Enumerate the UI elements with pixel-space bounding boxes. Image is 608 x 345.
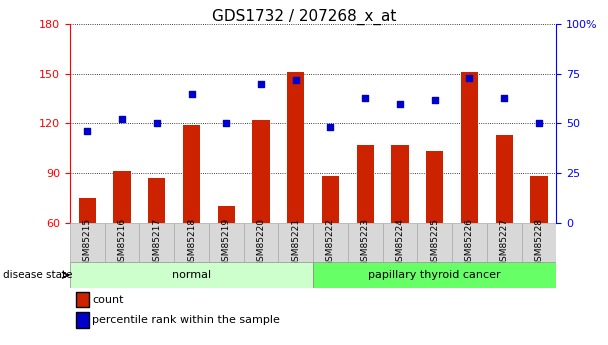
Text: GSM85228: GSM85228 bbox=[534, 218, 544, 267]
Point bbox=[117, 117, 127, 122]
Text: count: count bbox=[92, 295, 124, 305]
Text: normal: normal bbox=[172, 270, 211, 280]
Point bbox=[152, 121, 162, 126]
Text: GSM85217: GSM85217 bbox=[152, 218, 161, 267]
Bar bbox=[148, 178, 165, 223]
Point bbox=[291, 77, 300, 82]
Text: papillary thyroid cancer: papillary thyroid cancer bbox=[368, 270, 501, 280]
Bar bbox=[218, 206, 235, 223]
Point bbox=[326, 125, 336, 130]
Text: GSM85215: GSM85215 bbox=[83, 218, 92, 267]
Bar bbox=[244, 223, 278, 262]
Text: GDS1732 / 207268_x_at: GDS1732 / 207268_x_at bbox=[212, 9, 396, 25]
Bar bbox=[426, 151, 443, 223]
Point bbox=[465, 75, 474, 80]
Bar bbox=[209, 223, 244, 262]
Point bbox=[499, 95, 509, 100]
Text: GSM85216: GSM85216 bbox=[117, 218, 126, 267]
Bar bbox=[278, 223, 313, 262]
Bar bbox=[417, 223, 452, 262]
Point bbox=[256, 81, 266, 87]
Bar bbox=[287, 72, 305, 223]
Bar bbox=[70, 223, 105, 262]
Bar bbox=[313, 223, 348, 262]
Point bbox=[534, 121, 544, 126]
Point bbox=[361, 95, 370, 100]
Bar bbox=[313, 262, 556, 288]
Text: percentile rank within the sample: percentile rank within the sample bbox=[92, 315, 280, 325]
Point bbox=[221, 121, 231, 126]
Bar bbox=[461, 72, 478, 223]
Bar bbox=[78, 198, 96, 223]
Bar bbox=[530, 176, 548, 223]
Text: GSM85224: GSM85224 bbox=[395, 218, 404, 267]
Bar bbox=[522, 223, 556, 262]
Bar bbox=[348, 223, 382, 262]
Point bbox=[187, 91, 196, 96]
Point bbox=[83, 129, 92, 134]
Text: GSM85222: GSM85222 bbox=[326, 218, 335, 267]
Bar bbox=[496, 135, 513, 223]
Bar bbox=[356, 145, 374, 223]
Text: GSM85226: GSM85226 bbox=[465, 218, 474, 267]
Bar bbox=[139, 223, 174, 262]
Bar bbox=[452, 223, 487, 262]
Bar bbox=[105, 223, 139, 262]
Bar bbox=[113, 171, 131, 223]
Text: GSM85218: GSM85218 bbox=[187, 218, 196, 267]
Bar bbox=[487, 223, 522, 262]
Text: disease state: disease state bbox=[3, 270, 72, 280]
Bar bbox=[70, 262, 313, 288]
Text: GSM85220: GSM85220 bbox=[257, 218, 266, 267]
Text: GSM85225: GSM85225 bbox=[430, 218, 439, 267]
Bar bbox=[322, 176, 339, 223]
Text: GSM85227: GSM85227 bbox=[500, 218, 509, 267]
Text: GSM85221: GSM85221 bbox=[291, 218, 300, 267]
Bar bbox=[252, 120, 270, 223]
Bar bbox=[382, 223, 417, 262]
Text: GSM85219: GSM85219 bbox=[222, 218, 231, 267]
Bar bbox=[392, 145, 409, 223]
Text: GSM85223: GSM85223 bbox=[361, 218, 370, 267]
Bar bbox=[174, 223, 209, 262]
Point bbox=[430, 97, 440, 102]
Bar bbox=[183, 125, 200, 223]
Point bbox=[395, 101, 405, 106]
